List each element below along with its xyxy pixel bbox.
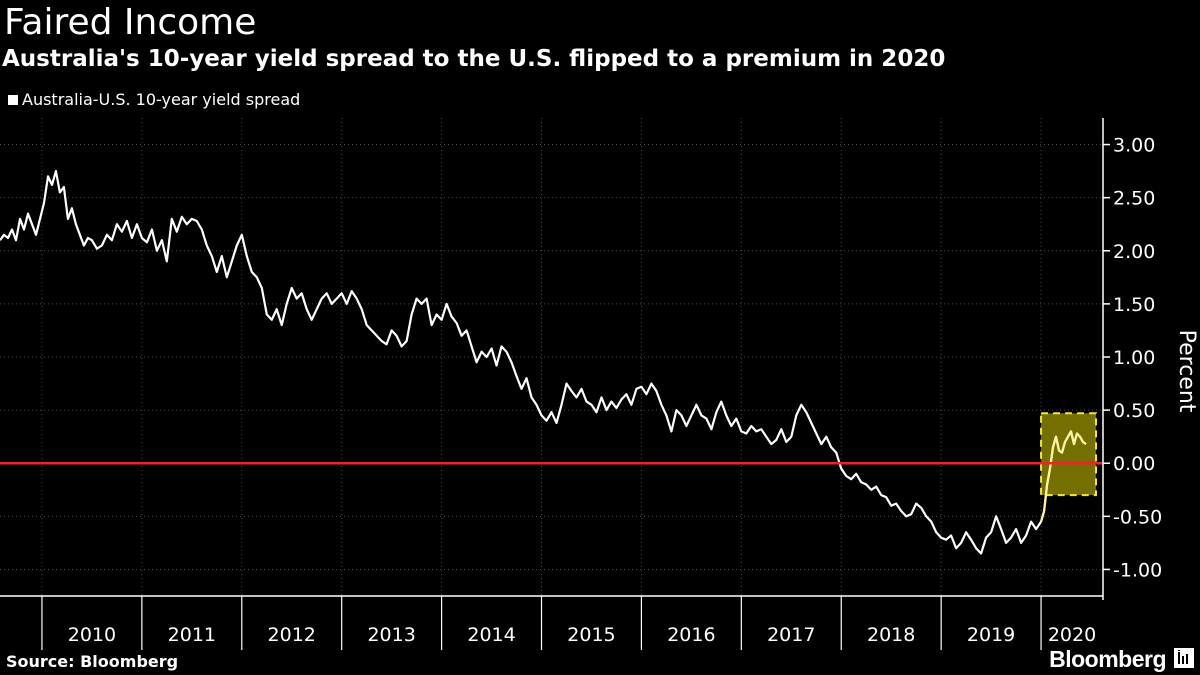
y-tick-label: -1.00 — [1113, 559, 1162, 581]
y-tick-label: -0.50 — [1113, 506, 1162, 528]
x-tick-label: 2013 — [367, 624, 415, 646]
series-line-highlight — [1040, 430, 1087, 522]
x-tick-label: 2019 — [967, 624, 1015, 646]
chart-title: Faired Income — [4, 2, 257, 43]
source-note: Source: Bloomberg — [6, 652, 179, 671]
bloomberg-terminal-icon — [1174, 648, 1194, 668]
x-tick-label: 2011 — [168, 624, 216, 646]
y-tick-label: 0.50 — [1113, 400, 1155, 422]
y-tick-label: 0.00 — [1113, 453, 1155, 475]
x-tick-label: 2016 — [667, 624, 715, 646]
legend: Australia-U.S. 10-year yield spread — [8, 90, 300, 109]
chart-subtitle: Australia's 10-year yield spread to the … — [2, 46, 946, 72]
y-tick-label: 3.00 — [1113, 135, 1155, 157]
x-tick-label: 2017 — [767, 624, 815, 646]
series-line — [0, 170, 1087, 555]
highlight-region — [1040, 412, 1098, 497]
y-tick-label: 1.00 — [1113, 347, 1155, 369]
x-tick-label: 2018 — [867, 624, 915, 646]
x-tick-label: 2014 — [467, 624, 515, 646]
y-tick-label: 2.50 — [1113, 188, 1155, 210]
y-axis-title: Percent — [1174, 330, 1199, 413]
x-tick-label: 2010 — [68, 624, 116, 646]
legend-swatch — [8, 94, 18, 105]
y-tick-label: 1.50 — [1113, 294, 1155, 316]
y-tick-label: 2.00 — [1113, 241, 1155, 263]
x-tick-label: 2015 — [567, 624, 615, 646]
brand-logo: Bloomberg — [1049, 646, 1166, 672]
legend-label: Australia-U.S. 10-year yield spread — [22, 90, 301, 109]
x-tick-label: 2012 — [268, 624, 316, 646]
x-tick-label: 2020 — [1048, 624, 1096, 646]
